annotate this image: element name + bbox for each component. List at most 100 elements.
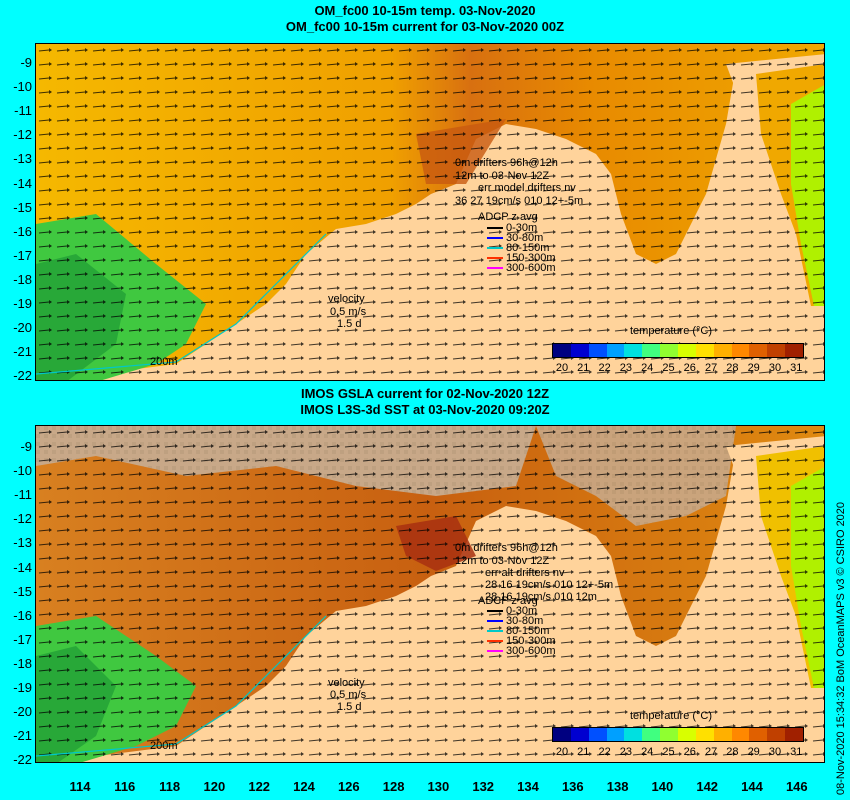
colorbar-tick-label: 27 [704, 746, 718, 758]
colorbar-swatch [695, 344, 714, 357]
bottom-y-label: -16 [13, 607, 32, 623]
bottom-velocity-days: 1.5 d [337, 701, 362, 713]
colorbar-swatch [749, 344, 768, 357]
bottom-y-label: -14 [13, 559, 32, 575]
colorbar-swatch [695, 728, 714, 741]
x-label: 116 [114, 779, 136, 794]
x-label: 134 [517, 779, 539, 794]
bottom-title-1: IMOS GSLA current for 02-Nov-2020 12Z [300, 386, 550, 401]
colorbar-swatch [731, 344, 750, 357]
colorbar-swatch [606, 344, 625, 357]
colorbar-tick-label: 25 [662, 362, 675, 374]
colorbar-swatch [749, 728, 768, 741]
colorbar-tick-label: 20 [555, 746, 569, 758]
colorbar-swatch [767, 728, 786, 741]
colorbar-swatch [731, 728, 750, 741]
bottom-y-label: -20 [13, 704, 32, 720]
adcp-legend-item: 0-30m [487, 605, 556, 617]
colorbar-swatch [588, 344, 607, 357]
adcp-arrow-icon [487, 247, 503, 250]
colorbar-swatch [642, 728, 661, 741]
colorbar-swatch [553, 728, 571, 741]
bottom-y-label: -22 [13, 752, 32, 768]
top-drifter-line-3: err model drifters nv [478, 182, 576, 194]
x-label: 144 [741, 779, 763, 794]
adcp-arrow-icon [487, 267, 503, 270]
adcp-arrow-icon [487, 630, 503, 633]
top-title-1: OM_fc00 10-15m temp. 03-Nov-2020 [314, 3, 536, 18]
adcp-arrow-icon [487, 227, 503, 230]
x-label: 132 [472, 779, 495, 794]
adcp-depth-label: 0-30m [506, 605, 538, 617]
adcp-legend-item: 30-80m [487, 616, 556, 627]
colorbar-swatch [785, 344, 804, 357]
top-colorbar [552, 343, 804, 358]
bottom-colorbar-title: temperature (°C) [630, 710, 713, 722]
adcp-arrow-icon [487, 610, 503, 613]
adcp-arrow-icon [487, 237, 503, 240]
colorbar-swatch [570, 344, 589, 357]
adcp-depth-label: 150-300m [506, 635, 556, 647]
adcp-legend-item: 30-80m [487, 233, 556, 244]
top-y-label: -19 [13, 296, 32, 311]
top-velocity-days: 1.5 d [337, 318, 362, 330]
bottom-velocity-label: velocity [328, 677, 365, 689]
top-map-panel [35, 43, 825, 381]
adcp-arrow-icon [487, 650, 503, 653]
adcp-legend-item: 150-300m [487, 635, 556, 647]
colorbar-tick-label: 26 [683, 746, 696, 758]
top-map-svg [36, 44, 824, 380]
top-y-label: -9 [20, 55, 32, 70]
top-y-label: -22 [13, 368, 32, 384]
colorbar-tick-label: 30 [768, 746, 782, 758]
adcp-legend-item: 80-150m [487, 626, 556, 637]
colorbar-tick-label: 23 [619, 362, 633, 374]
x-label: 146 [785, 779, 808, 794]
credit-text: 08-Nov-2020 15:34:32 BoM OceanMAPS v3 © … [835, 501, 847, 795]
x-label: 140 [651, 779, 674, 794]
bottom-colorbar [552, 727, 804, 742]
adcp-depth-label: 300-600m [506, 262, 556, 274]
top-y-label: -20 [13, 320, 32, 336]
bottom-y-label: -9 [20, 439, 32, 454]
bottom-y-label: -21 [13, 728, 32, 744]
bottom-y-label: -12 [13, 511, 32, 527]
colorbar-swatch [660, 728, 679, 741]
x-label: 138 [606, 779, 629, 794]
x-label: 124 [293, 779, 315, 794]
colorbar-tick-label: 26 [683, 362, 696, 374]
adcp-depth-label: 80-150m [506, 242, 550, 254]
colorbar-swatch [624, 728, 643, 741]
top-y-label: -16 [13, 223, 32, 239]
colorbar-swatch [785, 728, 804, 741]
top-y-label: -10 [13, 79, 32, 95]
top-y-label: -17 [13, 247, 32, 263]
colorbar-swatch [588, 728, 607, 741]
bottom-isobath-label: 200m [150, 740, 178, 752]
colorbar-tick-label: 28 [726, 746, 739, 758]
x-label: 114 [69, 779, 91, 794]
adcp-arrow-icon [487, 640, 503, 643]
colorbar-tick-label: 23 [619, 746, 633, 758]
adcp-depth-label: 150-300m [506, 252, 556, 264]
top-drifter-line-2: 12m to 03-Nov 12Z [455, 170, 550, 182]
colorbar-swatch [678, 344, 696, 357]
top-velocity-label: velocity [328, 293, 365, 305]
colorbar-swatch [553, 344, 571, 357]
x-label: 130 [427, 779, 450, 794]
top-y-label: -14 [13, 175, 32, 191]
colorbar-tick-label: 31 [790, 746, 803, 758]
bottom-y-label: -13 [13, 535, 32, 551]
adcp-legend-item: 300-600m [487, 646, 556, 657]
adcp-arrow-icon [487, 620, 503, 623]
top-y-label: -21 [13, 344, 32, 360]
colorbar-swatch [713, 728, 732, 741]
colorbar-tick-label: 29 [747, 746, 760, 758]
bottom-y-label: -10 [13, 463, 32, 479]
top-drifter-line-1: 0m drifters 96h@12h [455, 157, 558, 169]
bottom-drifter-line-4: 28 16 19cm/s 010 12+-5m [485, 579, 614, 591]
x-label: 128 [382, 779, 405, 794]
bottom-y-label: -17 [13, 631, 32, 647]
bottom-y-label: -19 [13, 680, 32, 695]
colorbar-tick-label: 30 [768, 362, 782, 374]
